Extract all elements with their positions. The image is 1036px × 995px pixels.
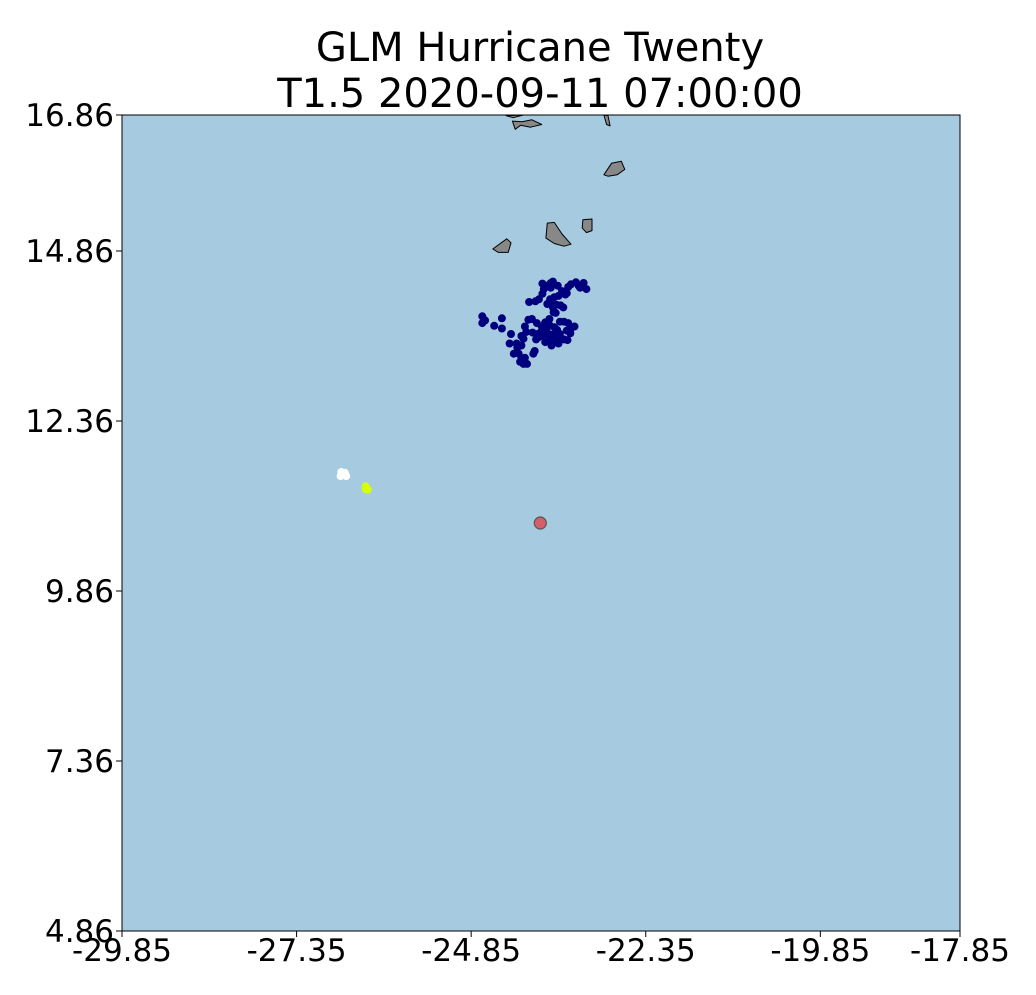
data-point xyxy=(533,516,547,530)
data-point xyxy=(342,472,351,481)
y-tick-label: 9.86 xyxy=(45,574,114,610)
data-point xyxy=(538,279,547,288)
data-point xyxy=(553,281,562,290)
y-tick-label: 14.86 xyxy=(25,234,114,270)
x-tick-label: -17.85 xyxy=(910,933,1010,969)
data-point xyxy=(361,485,370,493)
data-point xyxy=(576,283,585,292)
x-axis: -29.85 -27.35 -24.85 -22.35 -19.85 -17.85 xyxy=(72,931,1010,969)
data-point xyxy=(481,316,490,325)
data-point xyxy=(564,319,573,328)
island-shape xyxy=(603,160,626,177)
x-tick-label: -27.35 xyxy=(247,933,347,969)
land-layer xyxy=(492,115,626,253)
data-point xyxy=(541,338,550,347)
data-point xyxy=(534,295,543,304)
y-tick-label: 12.36 xyxy=(25,404,114,440)
x-tick-label: -19.85 xyxy=(770,933,870,969)
data-point xyxy=(561,290,570,299)
data-point xyxy=(507,330,515,338)
data-point xyxy=(523,359,531,368)
data-point xyxy=(545,315,554,323)
data-point xyxy=(542,326,551,335)
chart-title-line-1: GLM Hurricane Twenty xyxy=(315,25,765,71)
data-point xyxy=(516,357,525,366)
plot-frame xyxy=(121,114,961,932)
data-point xyxy=(336,472,345,481)
data-point xyxy=(497,324,506,333)
data-point xyxy=(530,347,539,355)
data-point xyxy=(509,349,518,358)
data-point xyxy=(513,343,522,352)
data-point xyxy=(566,329,575,338)
data-point xyxy=(497,314,506,323)
chart-title-line-2: T1.5 2020-09-11 07:00:00 xyxy=(277,71,803,117)
island-shape xyxy=(545,221,572,247)
data-point xyxy=(547,341,556,350)
x-tick-label: -29.85 xyxy=(72,933,172,969)
data-point xyxy=(553,334,562,343)
island-shape xyxy=(581,218,593,234)
data-point xyxy=(560,335,568,344)
data-point xyxy=(546,279,555,287)
x-tick-label: -22.35 xyxy=(596,933,696,969)
data-point xyxy=(556,301,565,310)
data-point xyxy=(519,334,528,343)
data-point xyxy=(520,322,529,331)
data-point xyxy=(545,332,554,341)
lightning-series-layer xyxy=(336,277,591,530)
y-tick-label: 16.86 xyxy=(25,98,114,134)
x-tick-label: -24.85 xyxy=(421,933,521,969)
y-tick-label: 4.86 xyxy=(45,914,114,950)
data-point xyxy=(570,322,579,331)
y-axis: 16.86 14.86 12.36 9.86 7.36 4.86 xyxy=(25,98,122,950)
data-point xyxy=(582,285,591,294)
data-point xyxy=(490,321,499,330)
island-shape xyxy=(492,238,512,253)
island-shape xyxy=(511,119,543,130)
data-point xyxy=(525,298,534,306)
y-tick-label: 7.36 xyxy=(45,744,114,780)
data-point xyxy=(505,339,514,348)
